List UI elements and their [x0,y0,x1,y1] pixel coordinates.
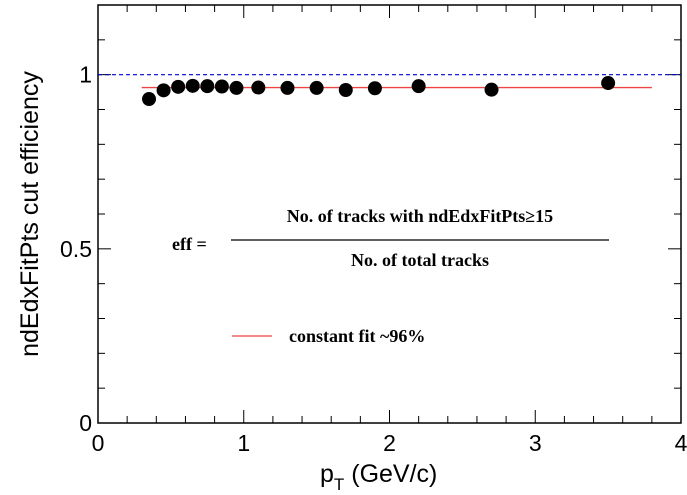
formula-denominator: No. of total tracks [351,250,489,270]
data-point [171,79,186,94]
data-point [142,92,157,107]
y-tick-label: 0 [79,410,92,436]
data-point [280,80,295,95]
y-tick-label: 1 [79,62,92,88]
y-tick-label: 0.5 [60,236,92,262]
data-point [484,82,499,97]
x-tick-label: 2 [383,430,396,456]
axis-tick-labels: 0 1 2 3 4 0 0.5 1 [60,62,687,456]
data-point [229,80,244,95]
formula-lhs: eff = [172,234,207,254]
data-point [338,82,353,97]
axis-ticks [97,4,682,424]
y-axis-title: ndEdxFitPts cut efficiency [16,71,44,357]
data-point [367,81,382,96]
x-tick-label: 0 [92,430,105,456]
formula-numerator: No. of tracks with ndEdxFitPts≥15 [287,206,553,226]
data-point [214,79,229,94]
x-tick-label: 4 [675,430,687,456]
x-tick-label: 3 [529,430,542,456]
data-point [411,79,426,94]
data-point [601,76,616,91]
x-axis-title: pT (GeV/c) [320,460,437,494]
data-point [309,80,324,95]
data-point [200,79,215,94]
data-points [142,76,616,107]
data-point [156,83,171,98]
data-point [251,80,266,95]
data-point [185,78,200,93]
legend-fit-label: constant fit ~96% [289,326,425,346]
x-tick-label: 1 [237,430,250,456]
